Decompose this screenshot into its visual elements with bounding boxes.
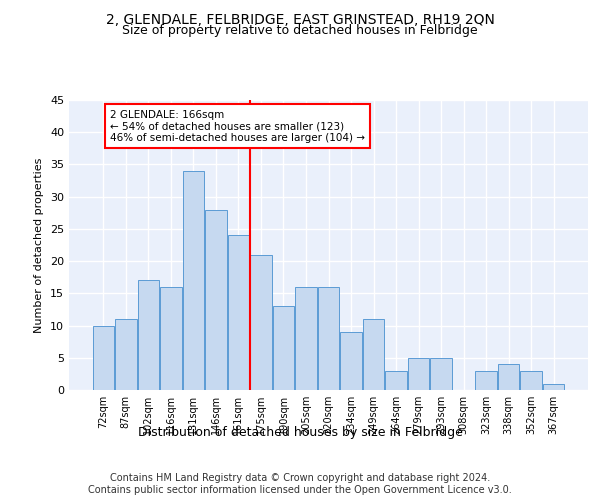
Bar: [137, 280, 159, 390]
Bar: [475, 370, 497, 390]
Bar: [340, 332, 362, 390]
Text: Size of property relative to detached houses in Felbridge: Size of property relative to detached ho…: [122, 24, 478, 37]
Bar: [543, 384, 565, 390]
Bar: [92, 326, 114, 390]
Bar: [520, 370, 542, 390]
Bar: [228, 236, 249, 390]
Bar: [385, 370, 407, 390]
Text: Distribution of detached houses by size in Felbridge: Distribution of detached houses by size …: [137, 426, 463, 439]
Bar: [205, 210, 227, 390]
Bar: [498, 364, 520, 390]
Bar: [115, 319, 137, 390]
Text: Contains HM Land Registry data © Crown copyright and database right 2024.
Contai: Contains HM Land Registry data © Crown c…: [88, 474, 512, 495]
Bar: [182, 171, 204, 390]
Bar: [250, 254, 272, 390]
Bar: [363, 319, 384, 390]
Bar: [273, 306, 294, 390]
Bar: [318, 287, 339, 390]
Y-axis label: Number of detached properties: Number of detached properties: [34, 158, 44, 332]
Bar: [160, 287, 182, 390]
Text: 2 GLENDALE: 166sqm
← 54% of detached houses are smaller (123)
46% of semi-detach: 2 GLENDALE: 166sqm ← 54% of detached hou…: [110, 110, 365, 143]
Bar: [430, 358, 452, 390]
Text: 2, GLENDALE, FELBRIDGE, EAST GRINSTEAD, RH19 2QN: 2, GLENDALE, FELBRIDGE, EAST GRINSTEAD, …: [106, 12, 494, 26]
Bar: [408, 358, 429, 390]
Bar: [295, 287, 317, 390]
